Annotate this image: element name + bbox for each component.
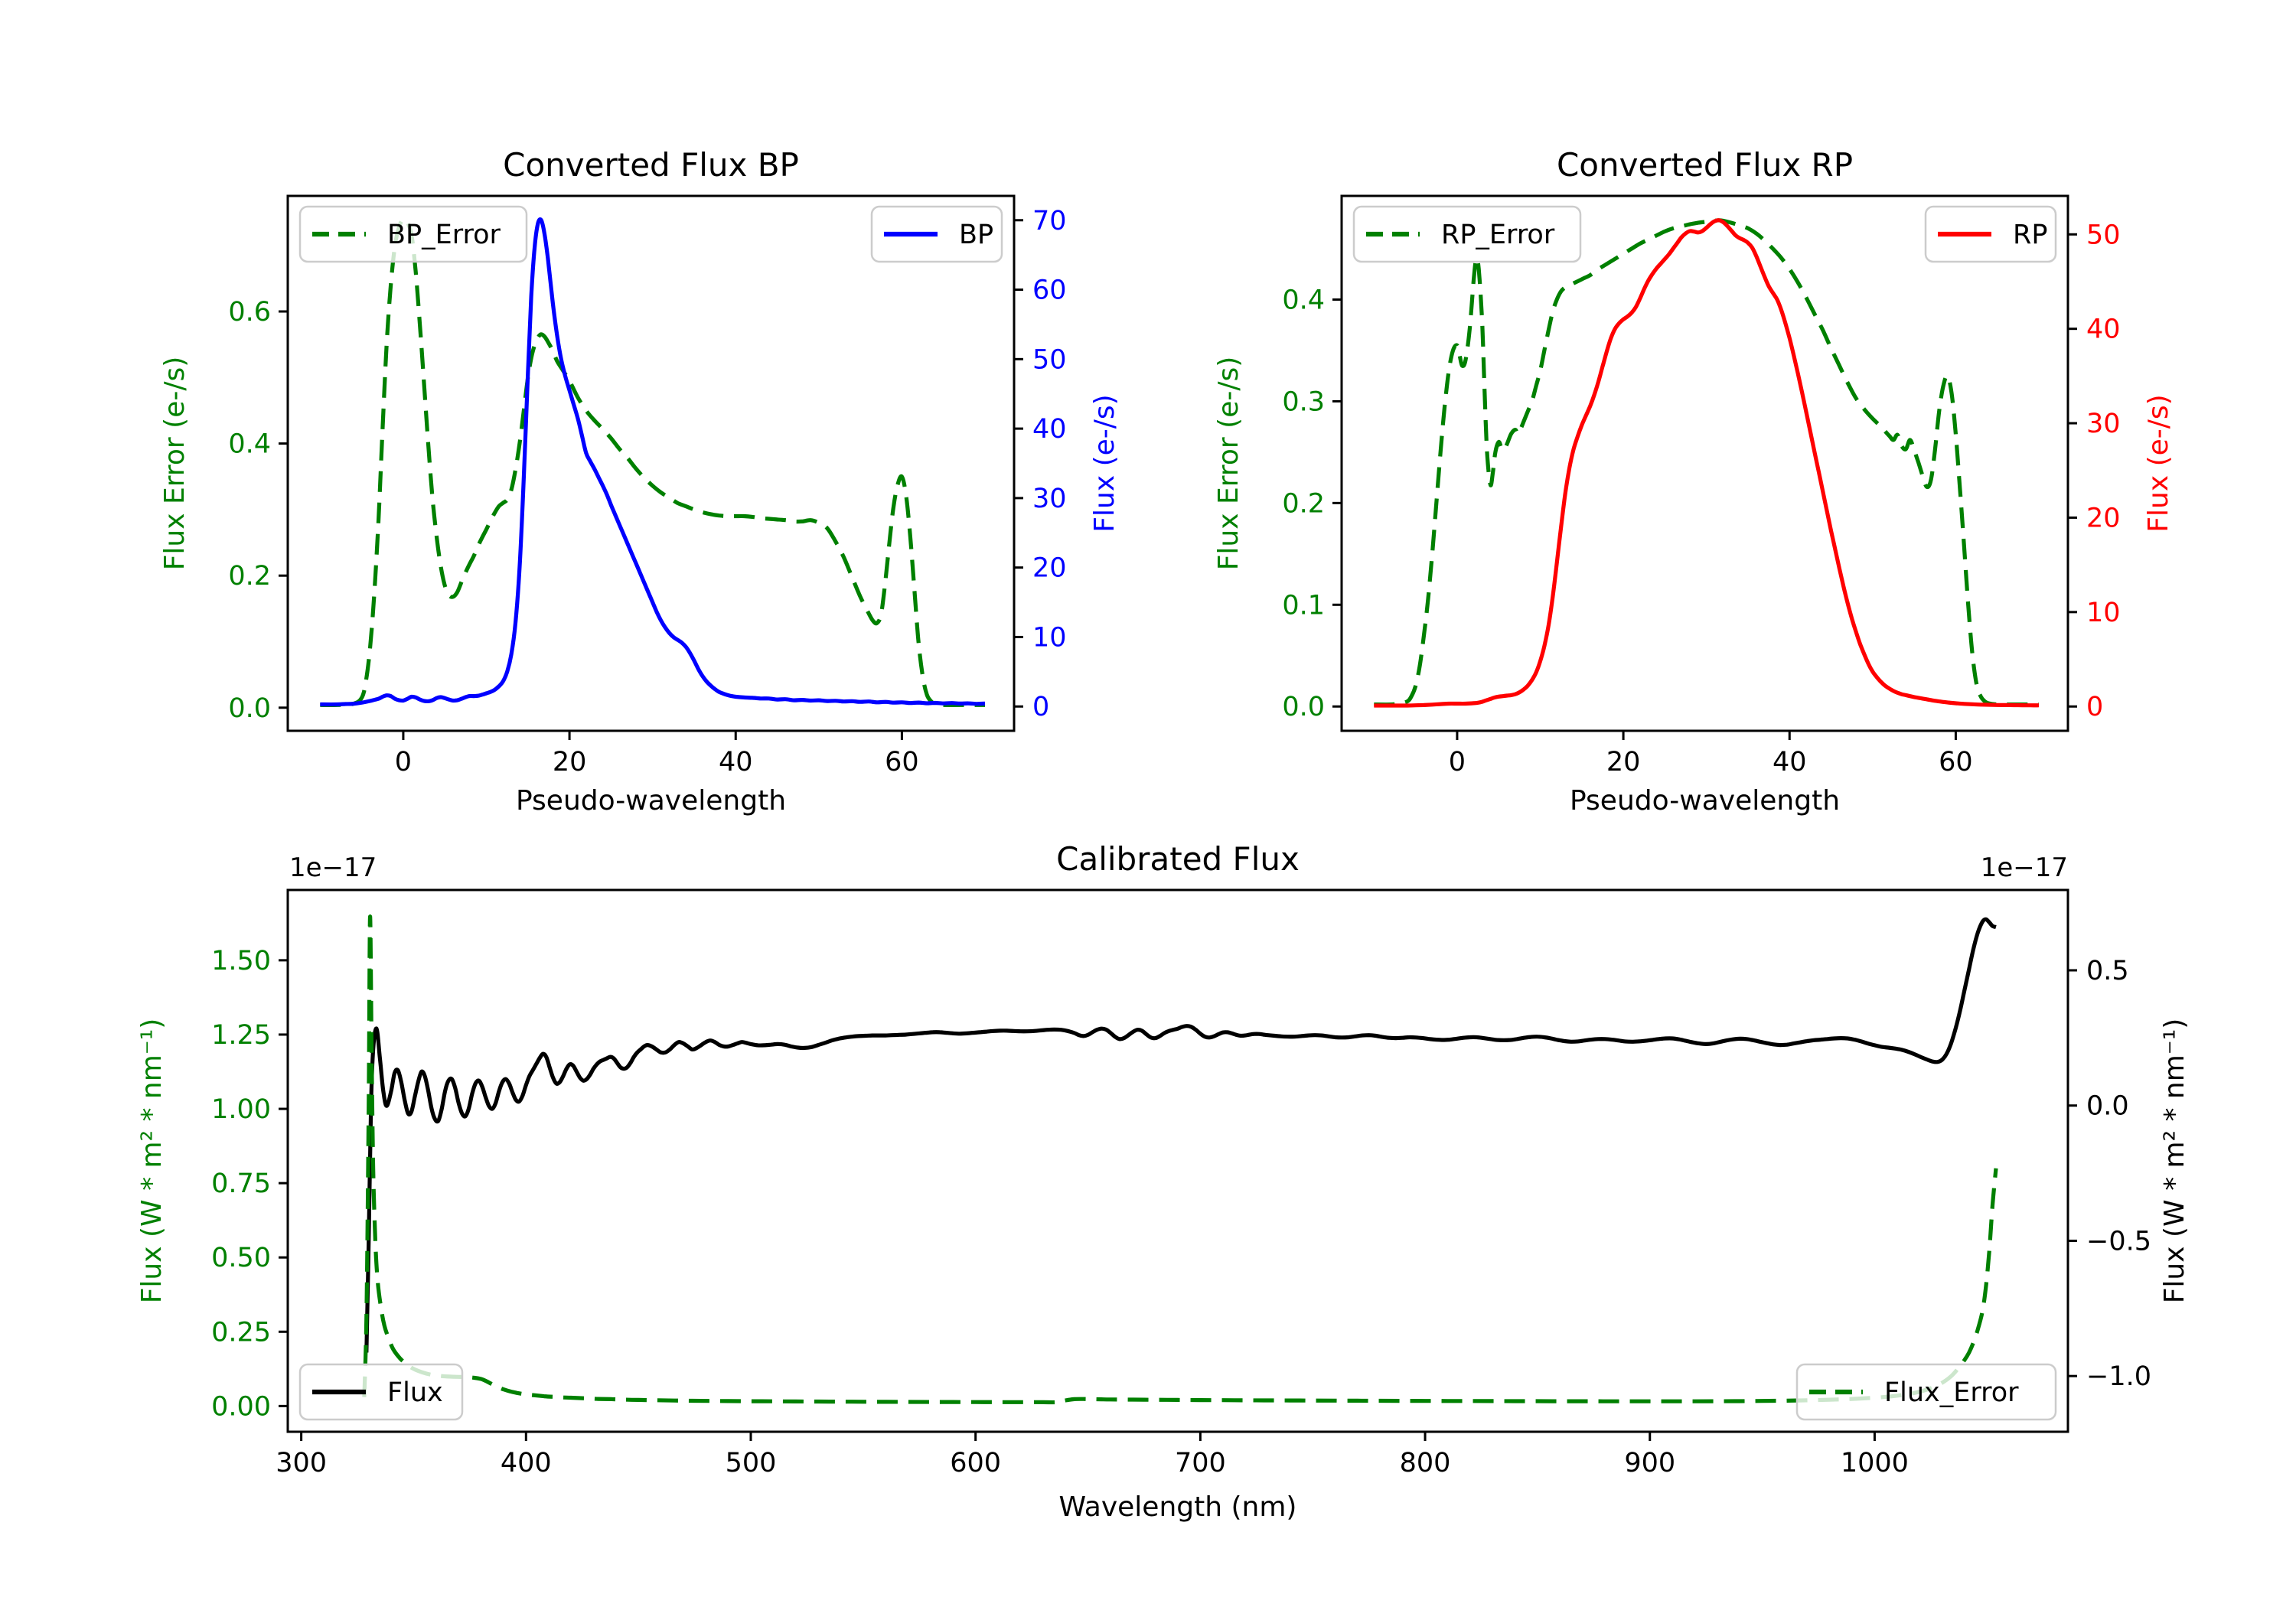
legend-label: Flux <box>387 1377 443 1408</box>
legend-frame <box>298 205 528 263</box>
offset-text-right: 1e−17 <box>1981 852 2068 883</box>
legend-label: BP_Error <box>387 220 501 250</box>
y-tick-label-right: −1.0 <box>2086 1361 2151 1392</box>
subplot-calibrated-flux: 300 400 500 600 700 800 900 1000 0.00 0.25 0.50 0.7… <box>136 840 2190 1523</box>
x-tick-label: 60 <box>1939 747 1973 777</box>
y-axis-label-right: Flux (e-/s) <box>1089 394 1120 532</box>
y-tick-label-right: 20 <box>2086 503 2121 533</box>
x-tick-label: 700 <box>1175 1448 1226 1478</box>
y-tick-label-right: 40 <box>1032 414 1067 445</box>
y-tick-label-right: −0.5 <box>2086 1226 2151 1257</box>
y-tick-label-right: 0 <box>1032 692 1049 722</box>
y-tick-label-left: 0.75 <box>211 1169 271 1199</box>
x-tick-label: 20 <box>1606 747 1641 777</box>
series-rp_error <box>1374 218 2039 707</box>
y-tick-label-left: 0.4 <box>1282 285 1325 315</box>
y-tick-label-right: 20 <box>1032 553 1067 584</box>
x-axis-label: Pseudo-wavelength <box>516 785 786 817</box>
legend-bp: BP <box>870 205 1003 263</box>
series-bp <box>320 217 986 707</box>
x-tick-label: 300 <box>276 1448 327 1478</box>
x-axis-label: Wavelength (nm) <box>1059 1491 1297 1523</box>
x-tick-label: 400 <box>501 1448 552 1478</box>
y-tick-label-right: 60 <box>1032 275 1067 306</box>
y-tick-label-left: 0.3 <box>1282 386 1325 417</box>
axes-spines <box>286 194 1016 732</box>
y-axis-label-right: Flux (e-/s) <box>2143 394 2174 532</box>
y-tick-label-left: 1.25 <box>211 1020 271 1051</box>
legend-bp_error: BP_Error <box>298 205 528 263</box>
y-tick-label-left: 0.1 <box>1282 590 1325 621</box>
x-tick-label: 800 <box>1400 1448 1451 1478</box>
legend-flux: Flux <box>298 1363 464 1421</box>
x-tick-label: 500 <box>726 1448 777 1478</box>
chart-title: Converted Flux BP <box>503 146 799 184</box>
series-rp <box>1374 218 2040 708</box>
x-tick-label: 0 <box>1449 747 1466 777</box>
legend-label: RP <box>2013 220 2047 250</box>
y-axis-label-right: Flux (W * m² * nm⁻¹) <box>2159 1019 2190 1304</box>
legend-frame <box>1795 1363 2057 1421</box>
legend-frame <box>1352 205 1582 263</box>
x-tick-label: 40 <box>1773 747 1807 777</box>
y-tick-label-left: 0.50 <box>211 1243 271 1273</box>
y-tick-label-left: 0.0 <box>1282 692 1325 722</box>
subplot-converted-flux-rp: 0 20 40 60 0.0 0.1 0.2 0.3 0.4 0 10 20 30 40 50 Convert… <box>1213 146 2174 817</box>
legend-label: BP <box>959 220 993 250</box>
y-tick-label-right: 70 <box>1032 206 1067 236</box>
y-tick-label-right: 0 <box>2086 692 2103 722</box>
y-tick-label-right: 10 <box>1032 622 1067 653</box>
legend-label: Flux_Error <box>1884 1377 2019 1408</box>
chart-title: Converted Flux RP <box>1557 146 1853 184</box>
series-flux <box>364 917 1997 1353</box>
y-tick-label-left: 0.2 <box>228 561 271 592</box>
x-tick-label: 0 <box>395 747 412 777</box>
y-tick-label-right: 50 <box>2086 220 2121 250</box>
y-tick-label-right: 30 <box>1032 484 1067 514</box>
y-axis-label-left: Flux Error (e-/s) <box>1213 357 1244 571</box>
y-tick-label-right: 50 <box>1032 344 1067 375</box>
y-tick-label-left: 0.2 <box>1282 488 1325 519</box>
y-tick-label-left: 0.25 <box>211 1317 271 1348</box>
x-tick-label: 1000 <box>1841 1448 1909 1478</box>
y-tick-label-right: 0.0 <box>2086 1091 2129 1122</box>
x-tick-label: 40 <box>719 747 753 777</box>
x-tick-label: 60 <box>885 747 919 777</box>
legend-frame <box>298 1363 464 1421</box>
y-tick-label-right: 0.5 <box>2086 956 2129 986</box>
y-axis-label-left: Flux (W * m² * nm⁻¹) <box>136 1019 168 1304</box>
series-bp_error <box>320 217 985 708</box>
x-tick-label: 20 <box>553 747 587 777</box>
y-tick-label-right: 10 <box>2086 598 2121 628</box>
legend-flux_error: Flux_Error <box>1795 1363 2057 1421</box>
y-tick-label-left: 0.0 <box>228 693 271 724</box>
y-axis-label-left: Flux Error (e-/s) <box>159 357 191 571</box>
legend-rp_error: RP_Error <box>1352 205 1582 263</box>
axes-spines <box>1340 194 2069 732</box>
y-tick-label-right: 30 <box>2086 409 2121 439</box>
subplot-converted-flux-bp: 0 20 40 60 0.0 0.2 0.4 0.6 0 10 20 30 40 50 60 70 Conver… <box>159 146 1120 817</box>
chart-title: Calibrated Flux <box>1056 840 1300 878</box>
y-tick-label-left: 1.50 <box>211 946 271 976</box>
y-tick-label-left: 0.00 <box>211 1391 271 1422</box>
y-tick-label-left: 1.00 <box>211 1094 271 1125</box>
offset-text-left: 1e−17 <box>289 852 377 883</box>
legend-label: RP_Error <box>1441 220 1555 250</box>
y-tick-label-left: 0.4 <box>228 429 271 460</box>
axes-spines <box>286 888 2069 1433</box>
y-tick-label-right: 40 <box>2086 315 2121 345</box>
y-tick-label-left: 0.6 <box>228 297 271 328</box>
x-tick-label: 600 <box>950 1448 1001 1478</box>
legend-rp: RP <box>1924 205 2057 263</box>
series-flux_error <box>362 914 1998 1405</box>
x-axis-label: Pseudo-wavelength <box>1570 785 1840 817</box>
x-tick-label: 900 <box>1624 1448 1675 1478</box>
